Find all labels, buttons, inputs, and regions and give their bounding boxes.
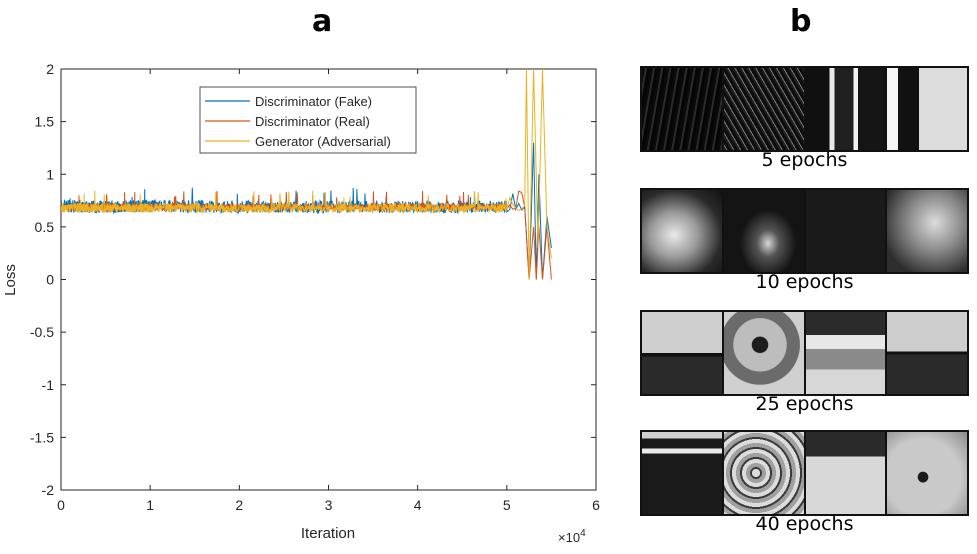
sample-image <box>887 68 967 150</box>
sample-image <box>642 190 724 272</box>
y-tick-label: -0.5 <box>30 324 54 340</box>
x-tick-label: 5 <box>503 497 511 513</box>
loss-chart: 2 1.5 1 0.5 0 -0.5 -1 -1.5 -2 0 1 2 3 4 5 6 Loss Itera… <box>2 61 600 545</box>
sample-image <box>887 312 967 394</box>
legend: Discriminator (Fake) Discriminator (Real)… <box>199 86 417 154</box>
sample-image <box>723 68 806 150</box>
epoch-label: 5 epochs <box>761 149 848 171</box>
y-tick-label: -2 <box>42 482 55 498</box>
sample-row-5-epochs <box>640 66 969 152</box>
legend-entry: Discriminator (Fake) <box>255 94 372 109</box>
x-tick-label: 3 <box>325 497 333 513</box>
y-tick-label: 1.5 <box>35 114 55 130</box>
epoch-label: 10 epochs <box>755 271 854 293</box>
x-tick-label: 2 <box>235 497 243 513</box>
sample-image <box>887 190 967 272</box>
sample-image <box>805 432 888 514</box>
x-exponent-label: ×104 <box>558 528 586 545</box>
sample-image <box>805 190 888 272</box>
x-tick-label: 6 <box>592 497 600 513</box>
panel-letter-b: b <box>790 4 812 39</box>
series-line <box>61 69 552 280</box>
legend-entry: Discriminator (Real) <box>255 114 370 129</box>
y-tick-label: -1.5 <box>30 429 54 445</box>
x-tick-label: 1 <box>146 497 154 513</box>
y-tick-label: 0.5 <box>35 219 55 235</box>
sample-image <box>887 432 967 514</box>
x-tick-label: 0 <box>57 497 65 513</box>
sample-image <box>805 312 888 394</box>
sample-image <box>723 190 806 272</box>
y-tick-label: 2 <box>46 61 54 77</box>
legend-entry: Generator (Adversarial) <box>255 134 391 149</box>
sample-image <box>805 68 888 150</box>
sample-image <box>723 432 806 514</box>
epoch-label: 25 epochs <box>755 393 854 415</box>
sample-image <box>642 312 724 394</box>
x-tick-label: 4 <box>414 497 422 513</box>
sample-image <box>642 432 724 514</box>
sample-image <box>723 312 806 394</box>
panel-letter-a: a <box>312 4 333 39</box>
sample-image <box>642 68 724 150</box>
epoch-label: 40 epochs <box>755 513 854 535</box>
sample-row-25-epochs <box>640 310 969 396</box>
sample-row-40-epochs <box>640 430 969 516</box>
sample-row-10-epochs <box>640 188 969 274</box>
y-tick-label: 0 <box>46 272 54 288</box>
y-tick-label: 1 <box>46 166 54 182</box>
x-axis-label: Iteration <box>301 525 355 542</box>
y-tick-label: -1 <box>42 377 55 393</box>
y-axis-label: Loss <box>2 264 19 296</box>
